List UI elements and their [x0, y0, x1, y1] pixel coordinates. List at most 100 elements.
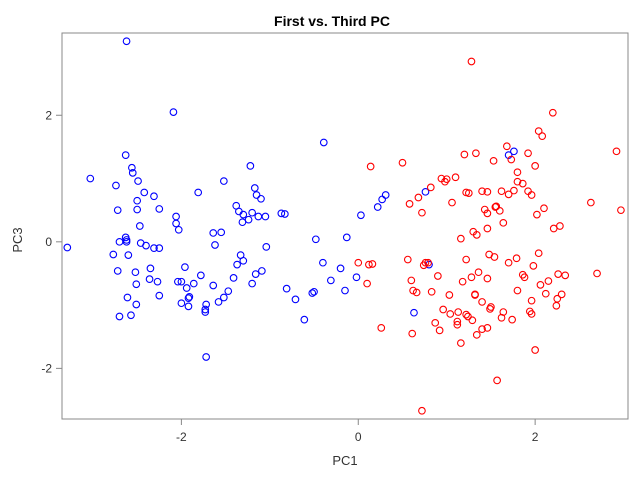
data-point — [131, 268, 140, 277]
data-point — [368, 260, 377, 268]
data-point — [527, 296, 536, 305]
data-point — [211, 241, 219, 249]
data-point — [202, 353, 211, 361]
data-point — [115, 237, 124, 246]
data-point — [121, 151, 130, 159]
data-point — [499, 218, 508, 227]
data-point — [310, 287, 318, 296]
data-point — [502, 142, 511, 151]
data-point — [112, 181, 120, 190]
data-point — [319, 258, 327, 267]
data-point — [113, 267, 122, 275]
data-point — [593, 269, 601, 278]
data-point — [453, 317, 462, 326]
data-point — [246, 162, 255, 170]
data-point — [426, 183, 435, 192]
data-point — [485, 250, 494, 259]
x-tick-label: -2 — [176, 430, 187, 444]
data-point — [472, 149, 480, 158]
data-point — [454, 308, 463, 316]
data-point — [504, 190, 513, 199]
data-point — [300, 315, 309, 324]
series-1 — [63, 37, 518, 361]
data-point — [405, 200, 414, 208]
data-point — [352, 273, 361, 282]
data-point — [398, 158, 407, 167]
data-point — [250, 184, 259, 192]
data-point — [342, 233, 351, 242]
data-point — [189, 279, 198, 288]
data-point — [483, 324, 492, 332]
data-point — [257, 194, 265, 203]
data-point — [553, 294, 562, 303]
data-point — [174, 277, 182, 286]
data-point — [63, 243, 72, 252]
data-point — [127, 311, 135, 320]
axis-ticks: -2 0 2 -2 0 2 — [41, 108, 538, 444]
data-point — [194, 188, 203, 197]
data-point — [201, 305, 210, 314]
data-point — [177, 277, 186, 286]
data-point — [531, 346, 539, 354]
data-point — [177, 299, 186, 308]
data-point — [412, 288, 421, 297]
data-point — [378, 195, 386, 204]
data-point — [133, 196, 142, 205]
series-2 — [354, 57, 625, 415]
data-point — [196, 271, 205, 280]
data-point — [424, 258, 432, 267]
data-point — [556, 222, 564, 230]
data-point — [262, 243, 271, 251]
data-point — [239, 210, 248, 219]
plot-area-frame — [61, 32, 629, 420]
data-point — [478, 325, 486, 333]
data-point — [518, 179, 527, 188]
data-point — [248, 208, 256, 217]
data-point — [541, 289, 550, 298]
data-point — [453, 320, 462, 329]
data-point — [418, 406, 426, 415]
x-tick-label: 0 — [355, 430, 362, 444]
data-point — [363, 279, 371, 288]
data-point — [513, 177, 522, 186]
data-point — [534, 127, 543, 135]
data-point — [462, 310, 471, 319]
data-point — [510, 186, 518, 195]
data-point — [377, 324, 386, 332]
data-point — [467, 57, 476, 66]
data-point — [308, 289, 317, 297]
data-point — [291, 295, 300, 304]
data-point — [510, 147, 518, 156]
data-point — [202, 300, 211, 309]
data-point — [282, 284, 291, 293]
data-point — [457, 339, 465, 347]
data-point — [448, 198, 456, 207]
data-point — [549, 224, 558, 233]
data-point — [520, 273, 529, 282]
data-point — [536, 280, 545, 289]
data-point — [214, 298, 223, 306]
data-point — [527, 310, 536, 318]
data-point — [155, 205, 164, 213]
data-point — [442, 175, 451, 184]
data-point — [587, 198, 595, 207]
data-point — [493, 376, 501, 385]
data-point — [145, 275, 154, 284]
data-point — [122, 37, 131, 46]
data-point — [140, 188, 149, 197]
data-point — [354, 258, 363, 267]
data-point — [480, 205, 489, 214]
data-point — [540, 204, 548, 213]
data-point — [457, 234, 465, 243]
data-point — [531, 162, 539, 170]
data-point — [508, 315, 516, 324]
data-point — [155, 244, 164, 252]
data-point — [446, 310, 455, 318]
data-point — [184, 294, 193, 302]
data-point — [277, 209, 286, 218]
data-point — [548, 108, 557, 117]
data-point — [122, 237, 131, 246]
data-point — [527, 191, 536, 199]
data-point — [181, 263, 189, 271]
data-point — [124, 251, 133, 259]
